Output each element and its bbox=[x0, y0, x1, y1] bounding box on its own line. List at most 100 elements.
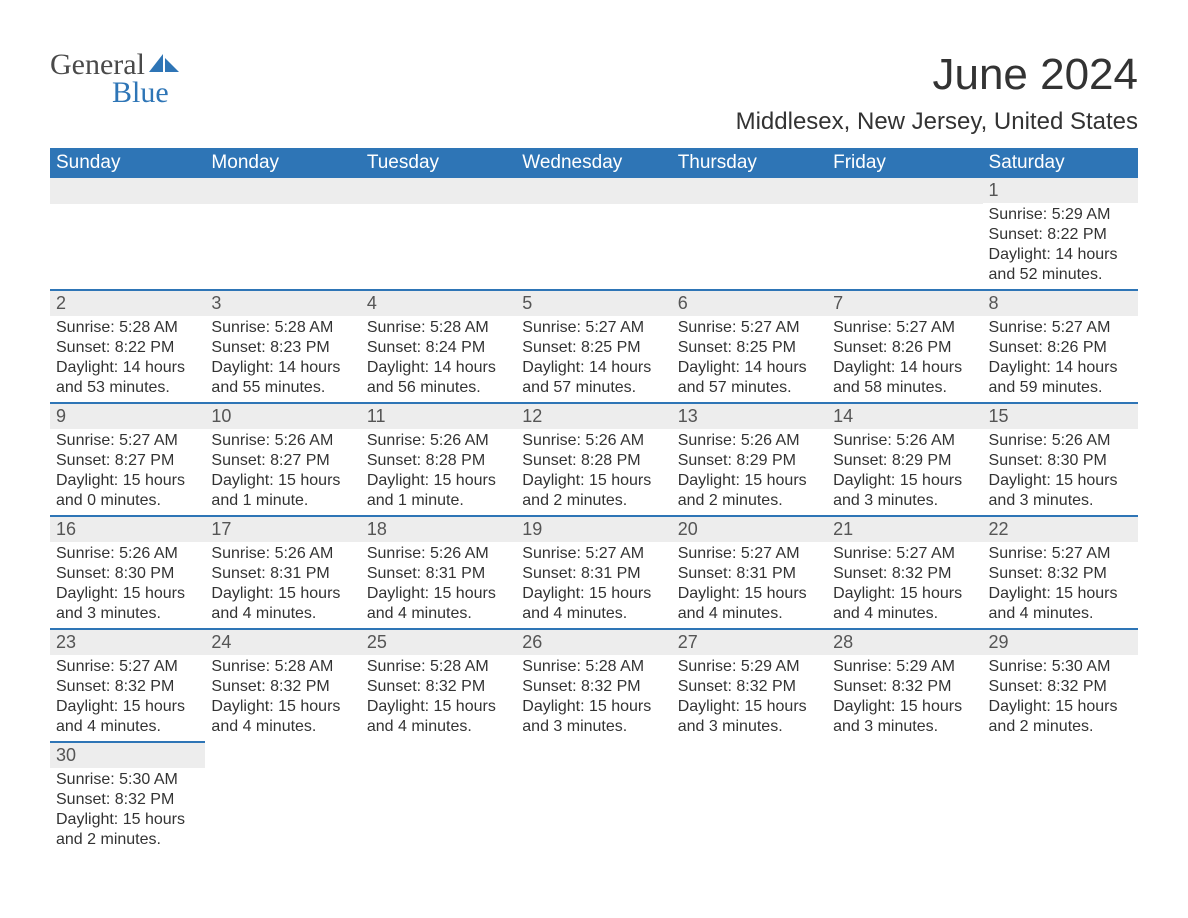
sunset-line: Sunset: 8:30 PM bbox=[56, 564, 199, 584]
sunset-value: 8:32 PM bbox=[115, 678, 175, 695]
day-details: Sunrise: 5:29 AMSunset: 8:32 PMDaylight:… bbox=[672, 655, 827, 741]
daylight-line: Daylight: 15 hours and 2 minutes. bbox=[989, 697, 1132, 737]
sunset-line: Sunset: 8:31 PM bbox=[367, 564, 510, 584]
weekday-header: Wednesday bbox=[516, 148, 671, 178]
day-details: Sunrise: 5:27 AMSunset: 8:27 PMDaylight:… bbox=[50, 429, 205, 515]
sunset-line: Sunset: 8:32 PM bbox=[989, 564, 1132, 584]
calendar-week-row: 9Sunrise: 5:27 AMSunset: 8:27 PMDaylight… bbox=[50, 402, 1138, 515]
weekday-header: Thursday bbox=[672, 148, 827, 178]
daylight-label: Daylight: bbox=[211, 472, 273, 489]
day-number: 3 bbox=[205, 289, 360, 316]
calendar-cell: 12Sunrise: 5:26 AMSunset: 8:28 PMDayligh… bbox=[516, 402, 671, 515]
sunrise-value: 5:26 AM bbox=[119, 545, 178, 562]
sunset-label: Sunset: bbox=[989, 339, 1043, 356]
daylight-label: Daylight: bbox=[522, 359, 584, 376]
sunrise-value: 5:27 AM bbox=[585, 319, 644, 336]
daylight-label: Daylight: bbox=[989, 698, 1051, 715]
sunset-label: Sunset: bbox=[56, 678, 110, 695]
day-details-empty bbox=[516, 767, 671, 793]
sunset-label: Sunset: bbox=[678, 565, 732, 582]
daylight-line: Daylight: 15 hours and 4 minutes. bbox=[367, 697, 510, 737]
sunrise-value: 5:28 AM bbox=[119, 319, 178, 336]
sunrise-value: 5:29 AM bbox=[1052, 206, 1111, 223]
daylight-label: Daylight: bbox=[833, 698, 895, 715]
day-number: 15 bbox=[983, 402, 1138, 429]
sunset-line: Sunset: 8:30 PM bbox=[989, 451, 1132, 471]
sunrise-value: 5:26 AM bbox=[430, 432, 489, 449]
sunrise-label: Sunrise: bbox=[367, 545, 426, 562]
calendar-cell: 10Sunrise: 5:26 AMSunset: 8:27 PMDayligh… bbox=[205, 402, 360, 515]
day-number: 1 bbox=[983, 178, 1138, 203]
sunset-label: Sunset: bbox=[522, 678, 576, 695]
day-number: 13 bbox=[672, 402, 827, 429]
sunrise-label: Sunrise: bbox=[678, 545, 737, 562]
calendar-cell: 13Sunrise: 5:26 AMSunset: 8:29 PMDayligh… bbox=[672, 402, 827, 515]
sunset-value: 8:32 PM bbox=[1047, 565, 1107, 582]
calendar-cell: 6Sunrise: 5:27 AMSunset: 8:25 PMDaylight… bbox=[672, 289, 827, 402]
sunset-line: Sunset: 8:24 PM bbox=[367, 338, 510, 358]
sunrise-value: 5:27 AM bbox=[896, 545, 955, 562]
calendar-cell: 7Sunrise: 5:27 AMSunset: 8:26 PMDaylight… bbox=[827, 289, 982, 402]
sunrise-label: Sunrise: bbox=[522, 319, 581, 336]
day-number: 8 bbox=[983, 289, 1138, 316]
daylight-line: Daylight: 14 hours and 59 minutes. bbox=[989, 358, 1132, 398]
calendar-cell bbox=[516, 178, 671, 289]
sunrise-label: Sunrise: bbox=[833, 319, 892, 336]
day-details: Sunrise: 5:27 AMSunset: 8:31 PMDaylight:… bbox=[516, 542, 671, 628]
sunrise-value: 5:27 AM bbox=[119, 658, 178, 675]
calendar-table: SundayMondayTuesdayWednesdayThursdayFrid… bbox=[50, 148, 1138, 854]
sunrise-line: Sunrise: 5:27 AM bbox=[522, 544, 665, 564]
sunrise-value: 5:26 AM bbox=[275, 545, 334, 562]
daylight-label: Daylight: bbox=[367, 359, 429, 376]
day-details: Sunrise: 5:29 AMSunset: 8:32 PMDaylight:… bbox=[827, 655, 982, 741]
sunrise-label: Sunrise: bbox=[56, 658, 115, 675]
sunset-value: 8:32 PM bbox=[892, 565, 952, 582]
sunset-value: 8:27 PM bbox=[270, 452, 330, 469]
sunrise-value: 5:26 AM bbox=[275, 432, 334, 449]
sunset-value: 8:32 PM bbox=[581, 678, 641, 695]
day-number: 25 bbox=[361, 628, 516, 655]
day-number-empty bbox=[827, 741, 982, 767]
sunrise-label: Sunrise: bbox=[833, 658, 892, 675]
sunset-label: Sunset: bbox=[211, 452, 265, 469]
day-number: 5 bbox=[516, 289, 671, 316]
sunrise-label: Sunrise: bbox=[211, 545, 270, 562]
sunset-label: Sunset: bbox=[367, 339, 421, 356]
calendar-cell: 8Sunrise: 5:27 AMSunset: 8:26 PMDaylight… bbox=[983, 289, 1138, 402]
sunrise-label: Sunrise: bbox=[367, 432, 426, 449]
day-number: 2 bbox=[50, 289, 205, 316]
calendar-cell: 15Sunrise: 5:26 AMSunset: 8:30 PMDayligh… bbox=[983, 402, 1138, 515]
sunrise-value: 5:28 AM bbox=[275, 658, 334, 675]
day-number: 24 bbox=[205, 628, 360, 655]
calendar-cell: 5Sunrise: 5:27 AMSunset: 8:25 PMDaylight… bbox=[516, 289, 671, 402]
sunrise-value: 5:26 AM bbox=[741, 432, 800, 449]
weekday-header: Monday bbox=[205, 148, 360, 178]
day-details-empty bbox=[50, 204, 205, 284]
day-number: 30 bbox=[50, 741, 205, 768]
sunset-label: Sunset: bbox=[678, 339, 732, 356]
day-number: 26 bbox=[516, 628, 671, 655]
day-details: Sunrise: 5:30 AMSunset: 8:32 PMDaylight:… bbox=[983, 655, 1138, 741]
sunrise-line: Sunrise: 5:28 AM bbox=[367, 657, 510, 677]
sunrise-value: 5:27 AM bbox=[741, 319, 800, 336]
calendar-cell bbox=[205, 178, 360, 289]
daylight-line: Daylight: 15 hours and 4 minutes. bbox=[678, 584, 821, 624]
sunrise-value: 5:28 AM bbox=[430, 658, 489, 675]
sunset-value: 8:31 PM bbox=[581, 565, 641, 582]
sunset-value: 8:26 PM bbox=[892, 339, 952, 356]
daylight-label: Daylight: bbox=[56, 585, 118, 602]
sunset-line: Sunset: 8:32 PM bbox=[678, 677, 821, 697]
daylight-line: Daylight: 15 hours and 2 minutes. bbox=[56, 810, 199, 850]
day-number: 29 bbox=[983, 628, 1138, 655]
day-number: 12 bbox=[516, 402, 671, 429]
weekday-header-row: SundayMondayTuesdayWednesdayThursdayFrid… bbox=[50, 148, 1138, 178]
sunset-line: Sunset: 8:32 PM bbox=[56, 790, 199, 810]
daylight-line: Daylight: 15 hours and 4 minutes. bbox=[56, 697, 199, 737]
sunset-label: Sunset: bbox=[833, 452, 887, 469]
location: Middlesex, New Jersey, United States bbox=[736, 108, 1138, 136]
day-details-empty bbox=[205, 767, 360, 793]
sunset-line: Sunset: 8:32 PM bbox=[989, 677, 1132, 697]
day-details: Sunrise: 5:27 AMSunset: 8:32 PMDaylight:… bbox=[983, 542, 1138, 628]
daylight-line: Daylight: 14 hours and 57 minutes. bbox=[522, 358, 665, 398]
day-details: Sunrise: 5:26 AMSunset: 8:30 PMDaylight:… bbox=[50, 542, 205, 628]
